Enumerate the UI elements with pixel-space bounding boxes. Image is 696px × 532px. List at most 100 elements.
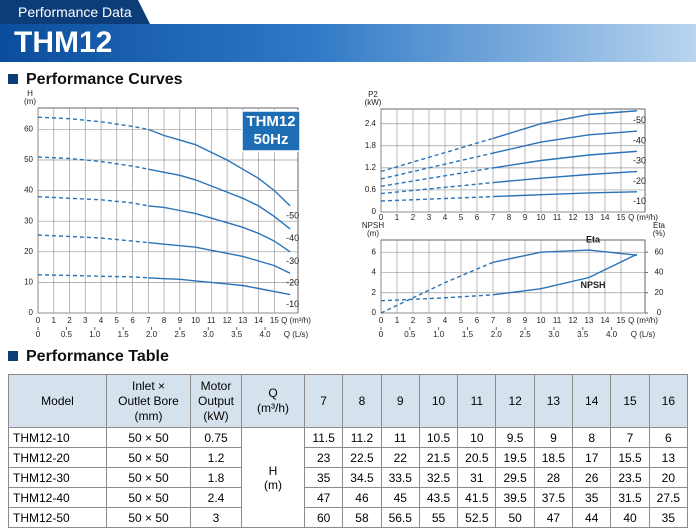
flow-header: 8 bbox=[342, 374, 382, 428]
bore-cell: 50 × 50 bbox=[106, 427, 191, 448]
x2-tick-label: 1.0 bbox=[89, 330, 101, 339]
head-cell: 22.5 bbox=[342, 447, 382, 468]
model-cell: THM12-30 bbox=[8, 467, 107, 488]
x2-tick-label: 2.5 bbox=[174, 330, 186, 339]
head-cell: 8 bbox=[572, 427, 612, 448]
x2-tick-label: 0.5 bbox=[61, 330, 73, 339]
head-cell: 11 bbox=[380, 427, 420, 448]
y-tick-label: 50 bbox=[24, 155, 33, 164]
head-label-cell: H (m) bbox=[241, 427, 305, 528]
x-tick-label: 4 bbox=[99, 316, 104, 325]
x-tick-label: 12 bbox=[569, 213, 578, 222]
curve-dashed bbox=[380, 195, 494, 202]
curve-label: -40 bbox=[633, 135, 646, 145]
section-heading: Performance Curves bbox=[8, 71, 183, 89]
head-cell: 41.5 bbox=[457, 487, 497, 508]
power-cell: 0.75 bbox=[190, 427, 242, 448]
curve-solid bbox=[492, 170, 638, 184]
x-tick-label: 3 bbox=[83, 316, 88, 325]
x2-tick-label: 4.0 bbox=[260, 330, 272, 339]
head-cell: 50 bbox=[495, 507, 535, 528]
y-tick-label: 2.4 bbox=[365, 119, 377, 128]
x2-tick-label: 2.0 bbox=[146, 330, 158, 339]
table-row: THM12-20 50 × 50 1.2 23 22.5 22 21.5 20.5 19.5 18… bbox=[8, 447, 689, 468]
section-title: Performance Curves bbox=[26, 71, 183, 88]
x-tick-label: 2 bbox=[411, 316, 416, 325]
x-tick-label: 2 bbox=[411, 213, 416, 222]
y-axis-unit: (m) bbox=[367, 229, 379, 238]
curve-label: -50 bbox=[286, 210, 299, 220]
x2-tick-label: 3.5 bbox=[231, 330, 243, 339]
x-tick-label: 6 bbox=[475, 213, 480, 222]
x-tick-label: 8 bbox=[507, 213, 512, 222]
y-axis-label: NPSH bbox=[362, 221, 384, 230]
curve-label: -10 bbox=[633, 196, 646, 206]
head-cell: 10 bbox=[457, 427, 497, 448]
curve-solid bbox=[148, 168, 291, 230]
head-cell: 45 bbox=[380, 487, 420, 508]
x-tick-label: 0 bbox=[379, 316, 384, 325]
x-tick-label: 11 bbox=[553, 316, 562, 325]
x2-tick-label: 1.0 bbox=[433, 330, 445, 339]
x-tick-label: 6 bbox=[475, 316, 480, 325]
curve-dashed bbox=[37, 234, 149, 244]
flow-header: 13 bbox=[533, 374, 574, 428]
power-cell: 1.2 bbox=[190, 447, 242, 468]
y-tick-label: 6 bbox=[372, 247, 377, 256]
bore-cell: 50 × 50 bbox=[106, 447, 191, 468]
curve-solid bbox=[148, 241, 291, 274]
x-tick-label: 12 bbox=[223, 316, 232, 325]
table-row: THM12-30 50 × 50 1.8 35 34.5 33.5 32.5 31 29.5 28… bbox=[8, 467, 689, 488]
model-cell: THM12-20 bbox=[8, 447, 107, 468]
header-title: THM12 bbox=[14, 26, 113, 59]
y-tick-label: 30 bbox=[24, 216, 33, 225]
flow-header: 15 bbox=[610, 374, 650, 428]
y-axis-unit: (kW) bbox=[365, 98, 382, 107]
x-axis-label: Q (m³/h) bbox=[628, 316, 658, 325]
y-tick-label: 40 bbox=[24, 186, 33, 195]
head-cell: 32.5 bbox=[418, 467, 459, 488]
badge-text: THM12 bbox=[246, 113, 295, 130]
x-tick-label: 11 bbox=[207, 316, 216, 325]
head-cell: 43.5 bbox=[418, 487, 459, 508]
power-cell: 2.4 bbox=[190, 487, 242, 508]
column-header: Motor Output (kW) bbox=[190, 374, 242, 428]
x2-tick-label: 3.0 bbox=[548, 330, 560, 339]
x-tick-label: 15 bbox=[270, 316, 279, 325]
head-cell: 56.5 bbox=[380, 507, 420, 528]
y-tick-label: 60 bbox=[24, 125, 33, 134]
header-bar: THM12 bbox=[0, 24, 696, 62]
head-cell: 55 bbox=[418, 507, 459, 528]
head-cell: 9.5 bbox=[495, 427, 535, 448]
x-tick-label: 8 bbox=[162, 316, 167, 325]
flow-header: 14 bbox=[572, 374, 612, 428]
curve-dashed bbox=[37, 116, 149, 131]
head-cell: 23 bbox=[303, 447, 344, 468]
curve-solid bbox=[492, 130, 638, 154]
x-tick-label: 1 bbox=[395, 316, 400, 325]
y-tick-label: 1.8 bbox=[365, 141, 377, 150]
head-cell: 34.5 bbox=[342, 467, 382, 488]
y-axis-unit: (m) bbox=[24, 97, 36, 106]
head-cell: 19.5 bbox=[495, 447, 535, 468]
head-cell: 31 bbox=[457, 467, 497, 488]
x-tick-label: 13 bbox=[585, 316, 594, 325]
x-tick-label: 5 bbox=[115, 316, 120, 325]
table-row: THM12-50 50 × 50 3 60 58 56.5 55 52.5 50 47 44 40 35 bbox=[8, 507, 689, 528]
badge-text: 50Hz bbox=[253, 131, 288, 148]
power-cell: 3 bbox=[190, 507, 242, 528]
head-cell: 18.5 bbox=[533, 447, 574, 468]
x-tick-label: 1 bbox=[52, 316, 57, 325]
badge bbox=[241, 110, 301, 152]
plot-area bbox=[380, 239, 646, 314]
x-axis-label: Q (m³/h) bbox=[628, 213, 658, 222]
x-tick-label: 5 bbox=[459, 213, 464, 222]
model-cell: THM12-10 bbox=[8, 427, 107, 448]
x-tick-label: 0 bbox=[379, 213, 384, 222]
y2-tick-label: 40 bbox=[655, 268, 664, 277]
x-tick-label: 0 bbox=[36, 316, 41, 325]
x2-axis-label: Q (L/s) bbox=[284, 330, 309, 339]
head-cell: 10.5 bbox=[418, 427, 459, 448]
x-tick-label: 14 bbox=[601, 213, 610, 222]
